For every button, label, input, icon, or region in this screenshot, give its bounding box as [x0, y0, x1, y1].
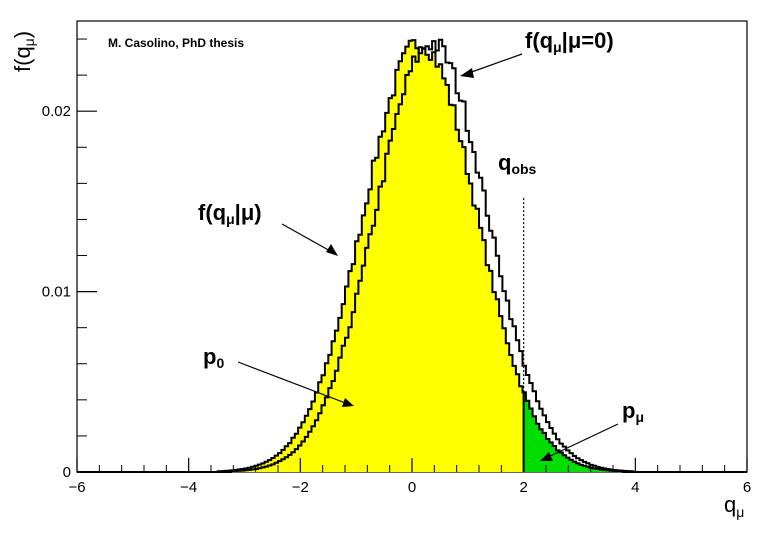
label-f-mu: f(qμ|μ) — [198, 200, 262, 227]
label-p0: p0 — [203, 344, 224, 371]
x-tick-label: 4 — [631, 479, 639, 496]
label-p-mu: pμ — [622, 398, 644, 425]
y-tick-label: 0.01 — [42, 284, 71, 301]
arrow-p-mu — [545, 423, 619, 459]
x-tick-label: 2 — [519, 479, 527, 496]
credit-text: M. Casolino, PhD thesis — [108, 36, 244, 50]
arrowhead-p-mu — [540, 452, 553, 461]
arrowhead-f-mu — [326, 244, 338, 256]
histogram-f-mu — [77, 38, 747, 473]
x-tick-label: 0 — [408, 479, 416, 496]
arrow-f-mu — [281, 223, 333, 253]
x-tick-label: −2 — [292, 479, 309, 496]
p0-shaded-region — [77, 40, 523, 472]
label-q-obs: qobs — [498, 150, 537, 177]
y-axis-label: f(qμ) — [10, 31, 37, 72]
y-axis-ticks: 0 0.01 0.02 — [42, 38, 97, 481]
y-tick-label: 0.02 — [42, 103, 71, 120]
label-f-mu0: f(qμ|μ=0) — [525, 28, 614, 55]
arrowhead-f-mu0 — [460, 68, 474, 78]
x-tick-label: −6 — [68, 479, 85, 496]
y-tick-label: 0 — [63, 464, 71, 481]
histogram-f-mu0 — [77, 39, 747, 473]
x-axis-ticks: −6 −4 −2 0 2 4 6 — [68, 458, 751, 496]
x-tick-label: 6 — [743, 479, 751, 496]
p-mu-shaded-region — [522, 392, 747, 472]
x-tick-label: −4 — [180, 479, 197, 496]
arrowhead-p0 — [342, 398, 354, 407]
x-axis-label: qμ — [724, 492, 744, 520]
arrow-f-mu0 — [465, 53, 523, 75]
arrow-p0 — [237, 361, 349, 405]
